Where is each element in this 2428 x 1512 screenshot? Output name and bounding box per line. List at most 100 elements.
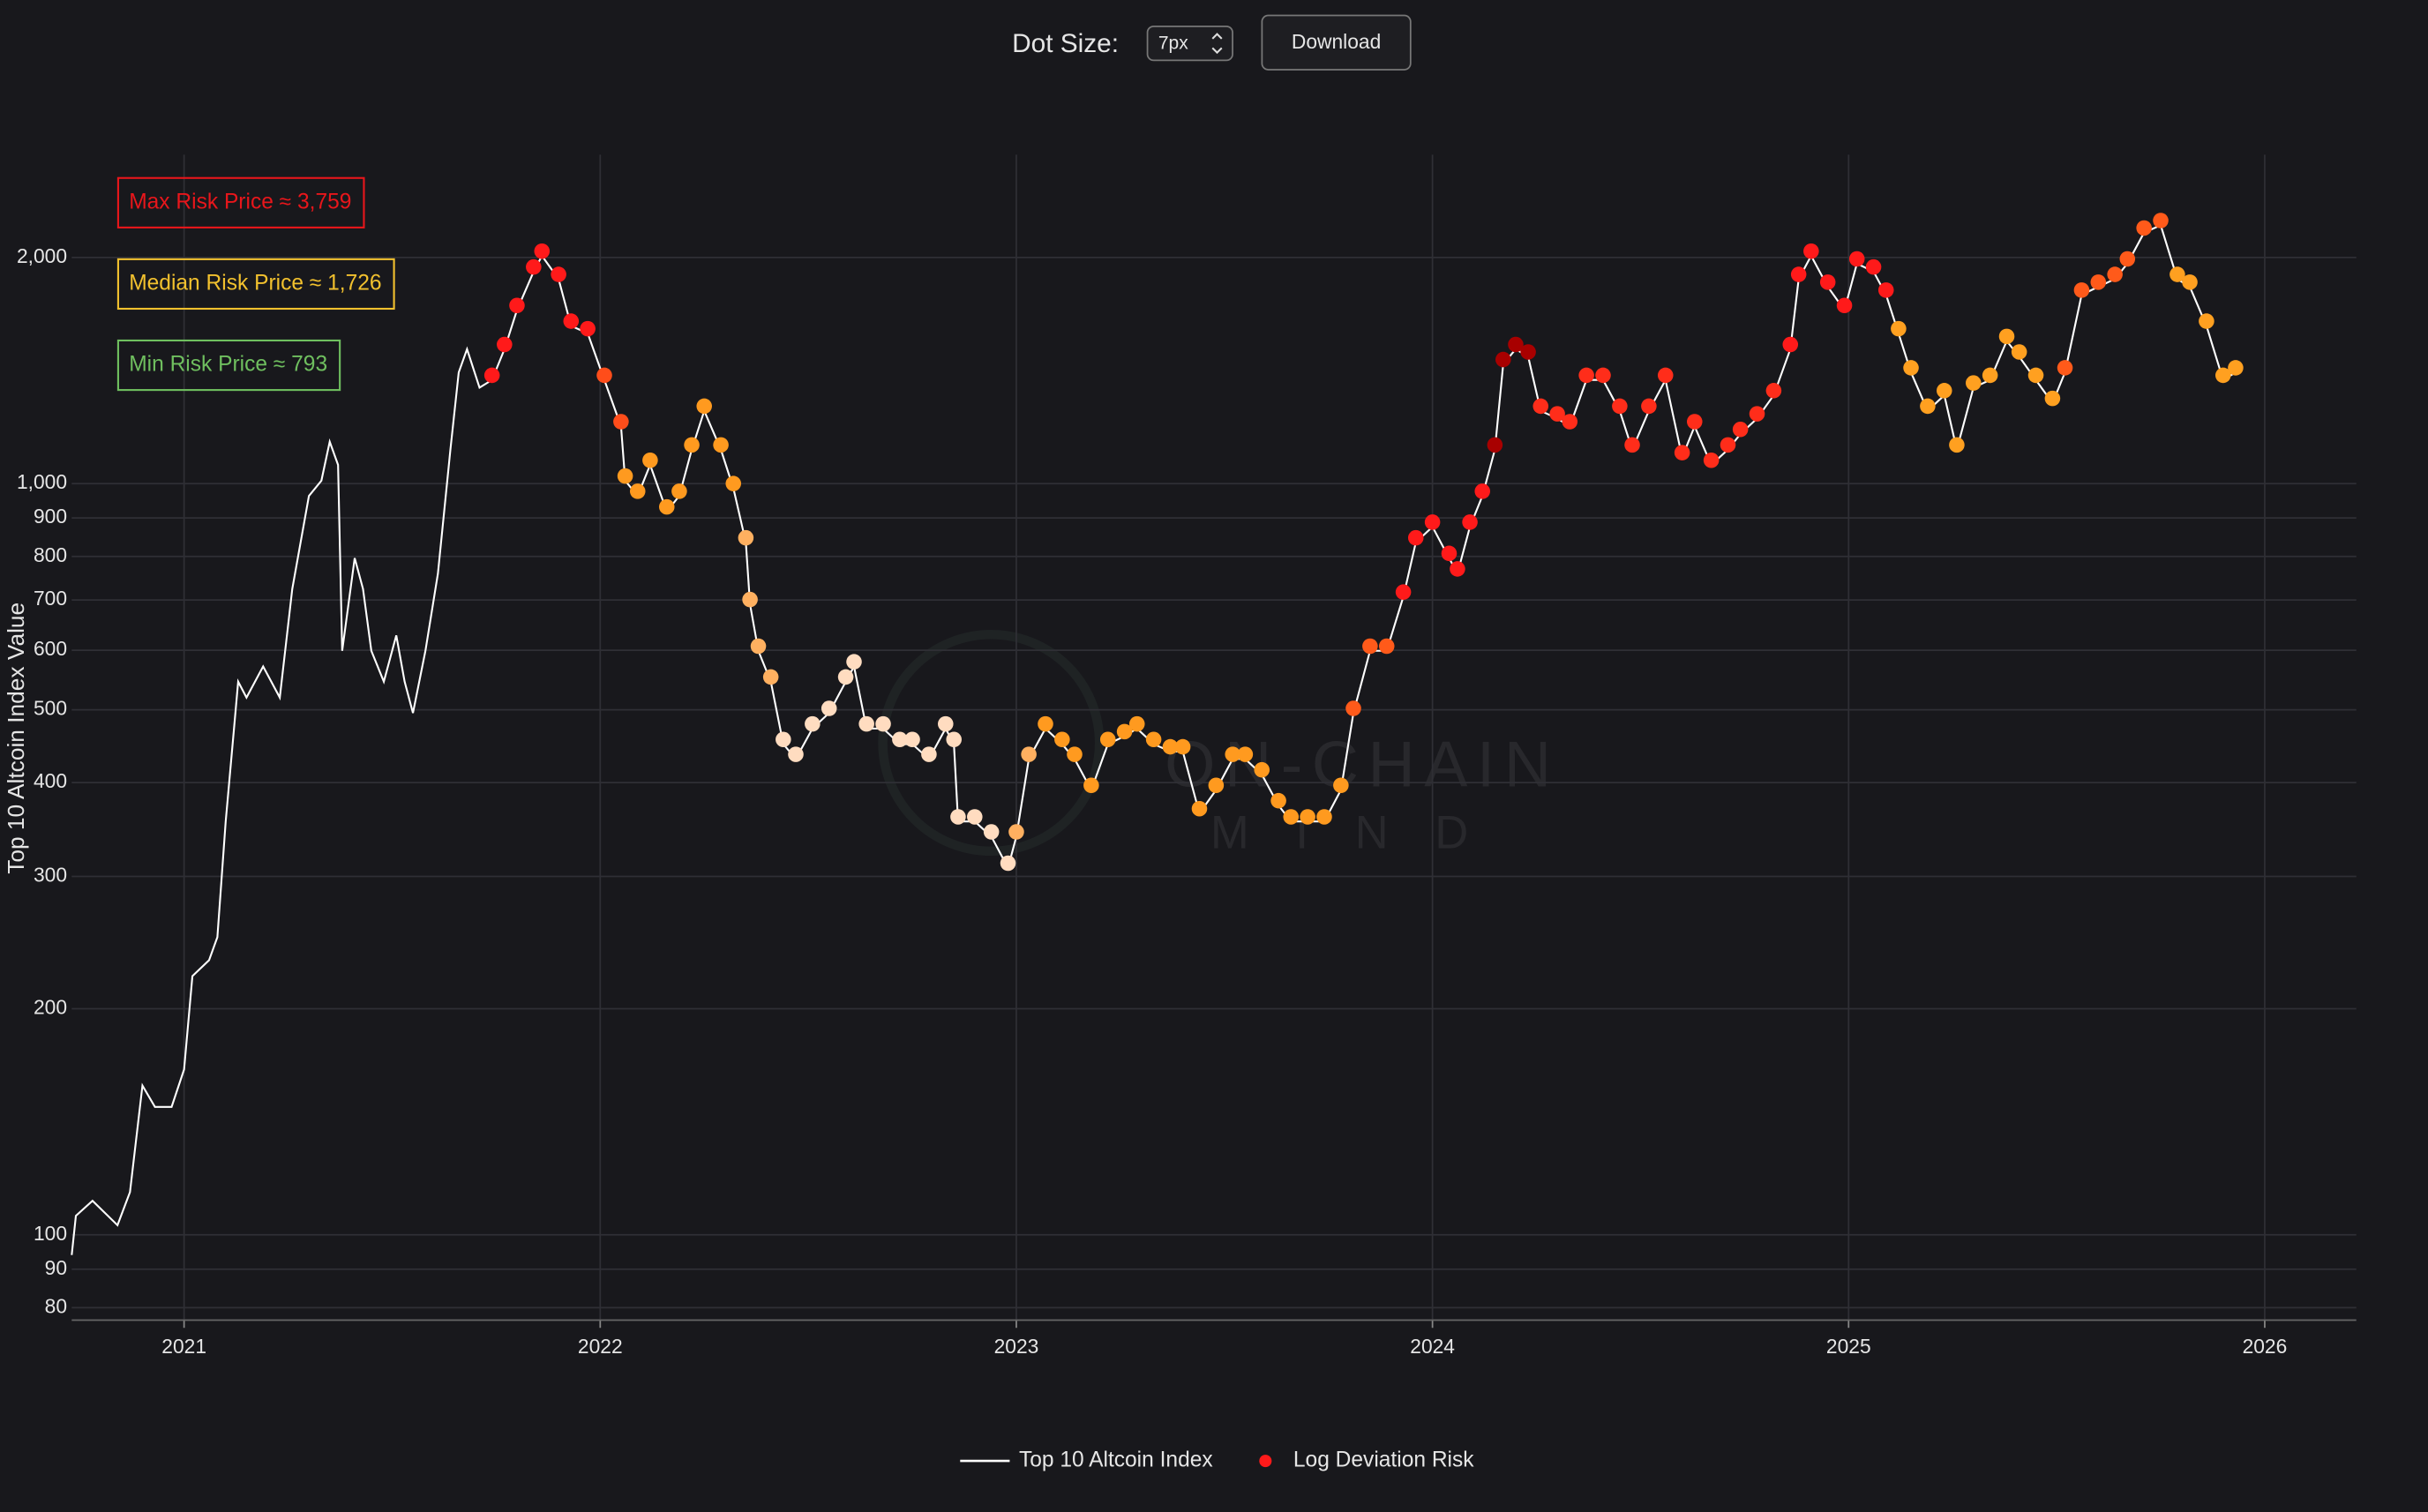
select-box[interactable] (1146, 25, 1233, 62)
risk-dot (509, 297, 525, 314)
y-tick-label: 400 (34, 769, 67, 792)
risk-dot (1174, 738, 1191, 755)
annotation-box (116, 176, 365, 228)
risk-dot (1595, 367, 1611, 384)
risk-dot (858, 715, 874, 732)
risk-dot (1891, 320, 1907, 337)
risk-dot (725, 475, 742, 491)
risk-dot (1624, 437, 1640, 453)
risk-dots (483, 213, 2244, 872)
risk-dot (642, 452, 658, 468)
risk-dot (938, 715, 954, 732)
y-tick-label: 90 (45, 1256, 67, 1279)
annotation-text: Min Risk Price ≈ 793 (129, 353, 327, 377)
risk-dot (837, 669, 854, 685)
y-tick-label: 80 (45, 1294, 67, 1317)
risk-dot (2199, 313, 2214, 329)
risk-dot (1508, 336, 1524, 353)
risk-dot (1116, 723, 1133, 740)
risk-dot (821, 700, 837, 716)
risk-dot (2215, 367, 2231, 384)
legend-label: Top 10 Altcoin Index (1019, 1448, 1213, 1472)
risk-dot (1819, 274, 1836, 290)
y-tick-label: 500 (34, 697, 67, 720)
risk-dot (788, 746, 804, 762)
risk-dot (1657, 367, 1674, 384)
risk-dot (1316, 809, 1332, 825)
y-tick-label: 2,000 (17, 244, 67, 267)
risk-dot (1495, 351, 1511, 368)
index-line (71, 223, 2237, 1255)
risk-dot (613, 414, 629, 430)
risk-dot (1067, 746, 1083, 762)
dot-size-select[interactable]: 7px (1146, 25, 1233, 62)
risk-dot (629, 483, 646, 499)
risk-dot (497, 336, 513, 353)
risk-dot (776, 731, 791, 748)
y-tick-label: 200 (34, 995, 67, 1018)
risk-dot (1487, 437, 1503, 453)
risk-dot (534, 243, 551, 259)
risk-dot (2044, 390, 2061, 407)
risk-dot (2153, 213, 2169, 228)
risk-dot (1424, 514, 1441, 530)
grid (71, 154, 2357, 1321)
risk-dot (1612, 398, 1628, 415)
select-value[interactable]: 7px (1158, 34, 1188, 54)
risk-dot (2090, 274, 2107, 290)
x-tick-label: 2025 (1826, 1335, 1871, 1358)
annotation-text: Median Risk Price ≈ 1,726 (129, 271, 381, 295)
risk-dot (1732, 422, 1749, 438)
y-axis-label: Top 10 Altcoin Index Value (3, 603, 29, 874)
risk-dot (1982, 367, 1998, 384)
risk-dot (2169, 266, 2185, 282)
legend-label: Log Deviation Risk (1293, 1448, 1474, 1472)
risk-dot (1686, 414, 1703, 430)
select-arrows[interactable] (1211, 33, 1223, 55)
risk-dot (1008, 824, 1024, 840)
risk-dot (762, 669, 779, 685)
risk-dot (1395, 584, 1412, 600)
risk-dot (1254, 761, 1270, 778)
risk-dot (1848, 251, 1865, 267)
risk-dot (1237, 746, 1254, 762)
risk-dot (1407, 529, 1424, 546)
y-tick-label: 700 (34, 587, 67, 610)
risk-dot (2182, 274, 2198, 290)
risk-dot (1270, 792, 1286, 809)
risk-dot (1720, 437, 1736, 453)
risk-dot (1283, 809, 1300, 825)
risk-dot (805, 715, 821, 732)
risk-dot (1145, 731, 1162, 748)
risk-dot (983, 824, 1000, 840)
risk-dot (580, 320, 596, 337)
download-button[interactable]: Download (1261, 14, 1412, 71)
risk-dot (526, 258, 542, 275)
risk-dot (1128, 715, 1145, 732)
risk-dot (1300, 809, 1315, 825)
risk-dot (1474, 483, 1490, 499)
risk-dot (551, 266, 566, 282)
risk-dot (2011, 344, 2027, 360)
risk-dot (2073, 282, 2090, 298)
risk-dot (2057, 360, 2073, 376)
risk-dot (2136, 220, 2152, 236)
watermark: MIND (1210, 806, 1515, 858)
risk-dot (946, 731, 962, 748)
risk-dot (1562, 414, 1578, 430)
risk-dot (1038, 715, 1053, 732)
button-text[interactable]: Download (1292, 30, 1381, 53)
risk-dot (658, 498, 675, 515)
risk-dot (1462, 514, 1478, 530)
y-tick-label: 100 (34, 1222, 67, 1245)
risk-dot (1441, 545, 1458, 562)
y-tick-label: 600 (34, 637, 67, 660)
risk-dot (684, 437, 700, 453)
risk-dot (1162, 738, 1179, 755)
risk-dot (1099, 731, 1116, 748)
risk-dot (904, 731, 920, 748)
risk-dot (1765, 383, 1782, 399)
button-box[interactable] (1261, 14, 1412, 71)
risk-dot (483, 367, 500, 384)
